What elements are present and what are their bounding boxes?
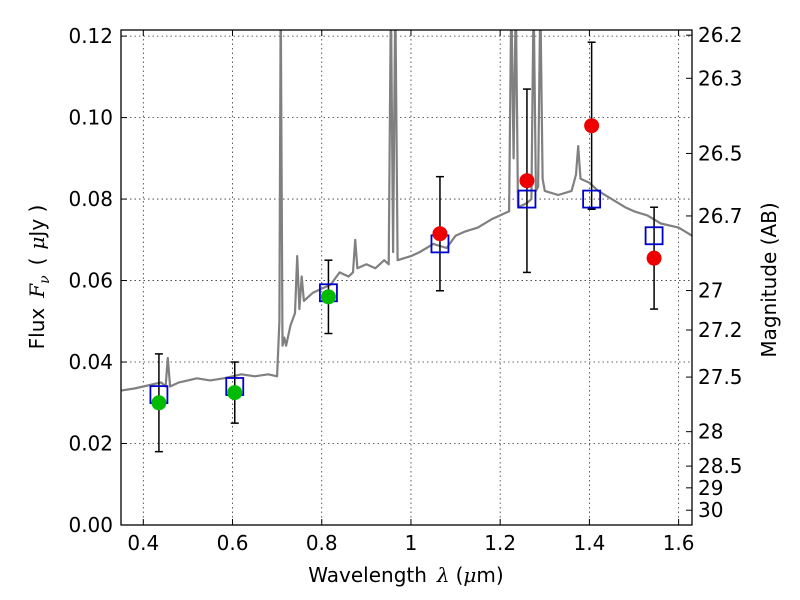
x-tick-label: 1.4 (573, 531, 605, 555)
optical-point (320, 289, 336, 305)
y-axis-label: FluxFν(μJy ) (25, 205, 53, 350)
model-flux-box (582, 189, 602, 209)
x-tick-label: 1.2 (484, 531, 516, 555)
model-flux-box (644, 226, 664, 246)
y2-tick-label: 29 (698, 476, 723, 500)
optical-point (227, 385, 243, 401)
y-tick-label: 0.00 (68, 513, 113, 537)
y2-tick-label: 27.2 (698, 318, 743, 342)
x-axis-label: Wavelength λ (μm) (308, 563, 503, 587)
y2-tick-label: 26.5 (698, 141, 743, 165)
spectrum-line (121, 30, 692, 392)
nir-point (646, 250, 662, 266)
plot-frame (120, 29, 693, 526)
y2-tick-label: 30 (698, 498, 723, 522)
model-flux-box (517, 189, 537, 209)
x-tick-label: 0.8 (306, 531, 338, 555)
y-tick-label: 0.08 (68, 187, 113, 211)
plot-area (121, 30, 692, 453)
x-tick-label: 1 (405, 531, 418, 555)
y2-tick-label: 27 (698, 279, 723, 303)
y2-axis-label: Magnitude (AB) (757, 202, 781, 357)
y-tick-label: 0.04 (68, 350, 113, 374)
nir-point (584, 118, 600, 134)
y-tick-label: 0.10 (68, 106, 113, 130)
y2-tick-label: 28 (698, 420, 723, 444)
optical-point (151, 395, 167, 411)
x-tick-label: 1.6 (663, 531, 695, 555)
y-tick-label: 0.02 (68, 432, 113, 456)
x-tick-label: 0.6 (217, 531, 249, 555)
y2-tick-label: 26.7 (698, 204, 743, 228)
nir-point (519, 173, 535, 189)
x-tick-label: 0.4 (127, 531, 159, 555)
y2-tick-label: 26.2 (698, 23, 743, 47)
y-tick-label: 0.06 (68, 269, 113, 293)
y2-tick-label: 28.5 (698, 454, 743, 478)
y2-tick-label: 27.5 (698, 365, 743, 389)
y-tick-label: 0.12 (68, 24, 113, 48)
axis-ticks: 0.4 0.6 0.8 1 1.2 1.4 1.6 0.00 0.02 0.04 0.06 0.08 0… (68, 23, 742, 555)
nir-point (432, 226, 448, 242)
grid-lines (121, 30, 692, 525)
y2-tick-label: 26.3 (698, 66, 743, 90)
